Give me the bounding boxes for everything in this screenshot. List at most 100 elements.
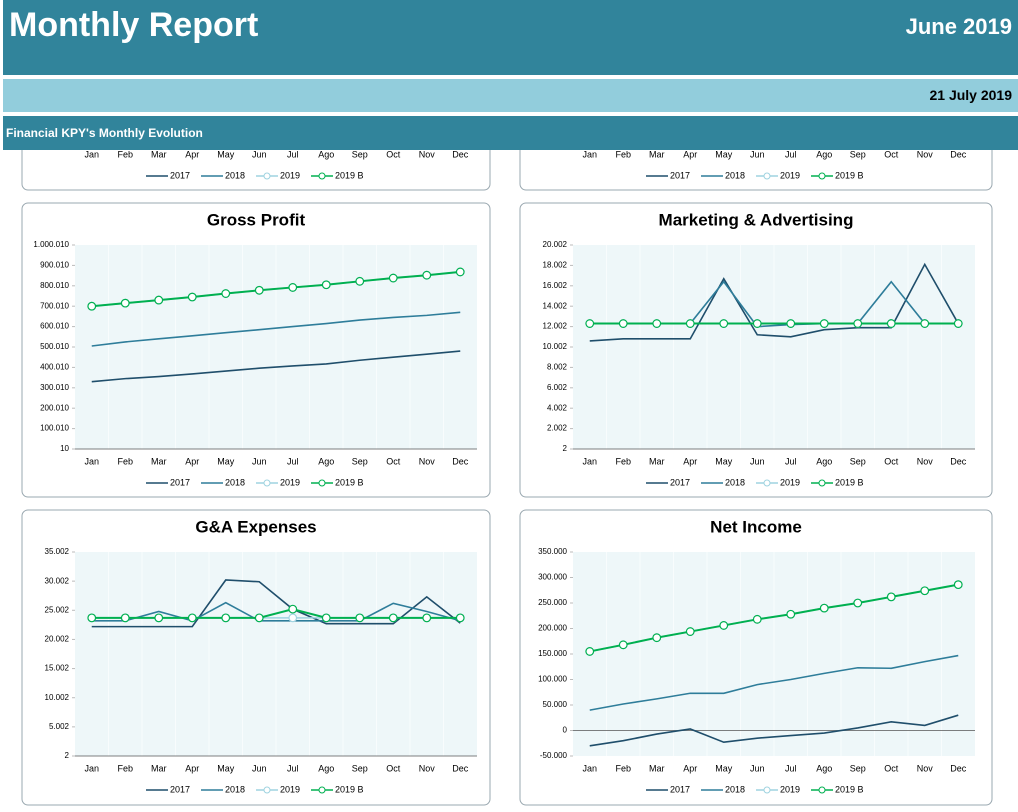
legend-label: 2019	[780, 170, 800, 180]
y-tick-label: 700.010	[40, 301, 69, 310]
y-tick-label: 15.002	[45, 664, 70, 673]
x-tick-label: Jul	[785, 456, 797, 466]
x-tick-label: Sep	[352, 763, 368, 773]
legend-label: 2019	[280, 784, 300, 794]
x-tick-label: Jul	[287, 763, 299, 773]
chart-title: Gross Profit	[207, 210, 306, 229]
y-tick-label: 800.010	[40, 281, 69, 290]
series-marker	[288, 283, 298, 292]
series-marker	[422, 613, 432, 623]
y-tick-label: 900.010	[40, 261, 69, 270]
x-tick-label: May	[217, 763, 235, 773]
legend-label: 2018	[225, 170, 245, 180]
series-marker	[652, 633, 662, 643]
series-marker	[321, 613, 331, 623]
series-marker	[618, 640, 628, 650]
y-tick-label: 600.010	[40, 322, 69, 331]
series-line	[91, 601, 461, 622]
legend-marker	[818, 172, 826, 180]
series-marker	[187, 613, 197, 623]
x-tick-label: Jan	[582, 763, 597, 773]
series-marker	[388, 273, 398, 283]
x-tick-label: Jun	[750, 149, 765, 159]
y-tick-label: 2	[563, 444, 568, 453]
x-tick-label: Sep	[352, 456, 368, 466]
series-line	[589, 262, 959, 342]
y-tick-label: 16.002	[543, 281, 568, 290]
x-tick-label: Apr	[185, 763, 199, 773]
x-tick-label: Dec	[950, 456, 967, 466]
y-tick-label: 0	[563, 726, 568, 735]
x-tick-label: Jan	[582, 149, 597, 159]
series-marker	[120, 613, 130, 623]
legend-marker	[763, 172, 771, 180]
legend-label: 2018	[225, 784, 245, 794]
y-tick-label: 10.002	[543, 342, 568, 351]
y-tick-label: 1.000.010	[33, 240, 69, 249]
y-tick-label: 150.000	[538, 649, 567, 658]
x-tick-label: Nov	[419, 763, 436, 773]
series-marker	[422, 270, 432, 280]
legend-label: 2019 B	[835, 784, 864, 794]
x-tick-label: Mar	[151, 763, 167, 773]
x-tick-label: Apr	[683, 149, 697, 159]
series-marker	[886, 592, 896, 602]
chart-title: Net Income	[710, 517, 802, 536]
series-marker	[920, 319, 930, 328]
x-tick-label: Dec	[452, 149, 469, 159]
legend-label: 2017	[170, 477, 190, 487]
x-tick-label: Ago	[318, 763, 334, 773]
y-tick-label: 6.002	[547, 383, 568, 392]
y-tick-label: 50.000	[543, 700, 568, 709]
legend-label: 2018	[225, 477, 245, 487]
legend-label: 2019	[280, 170, 300, 180]
x-tick-label: Apr	[185, 456, 199, 466]
y-tick-label: 10.002	[45, 693, 70, 702]
legend-label: 2019 B	[835, 170, 864, 180]
x-tick-label: Apr	[683, 456, 697, 466]
legend-marker	[763, 479, 771, 487]
legend-label: 2018	[725, 170, 745, 180]
series-marker	[221, 289, 231, 298]
series-marker	[221, 613, 231, 623]
x-tick-label: Ago	[318, 149, 334, 159]
x-tick-label: Mar	[649, 456, 665, 466]
legend-marker	[818, 786, 826, 794]
y-tick-label: 100.010	[40, 424, 69, 433]
x-tick-label: Feb	[117, 763, 133, 773]
y-tick-label: 20.002	[543, 240, 568, 249]
y-tick-label: 500.010	[40, 342, 69, 351]
series-marker	[920, 586, 930, 596]
series-marker	[685, 319, 695, 328]
y-tick-label: 2.002	[547, 424, 568, 433]
x-tick-label: Nov	[419, 456, 436, 466]
y-tick-label: 300.010	[40, 383, 69, 392]
legend-marker	[263, 172, 271, 180]
series-marker	[719, 621, 729, 630]
x-tick-label: Feb	[615, 149, 631, 159]
x-tick-label: Ago	[816, 763, 832, 773]
series-marker	[254, 613, 264, 623]
y-tick-label: 400.010	[40, 363, 69, 372]
x-tick-label: Sep	[850, 763, 866, 773]
x-tick-label: Dec	[452, 763, 469, 773]
series-marker	[652, 319, 662, 328]
x-tick-label: Dec	[950, 149, 967, 159]
y-tick-label: 200.010	[40, 403, 69, 412]
report-title: Monthly Report	[9, 6, 259, 44]
y-tick-label: 2	[65, 751, 70, 760]
y-tick-label: 200.000	[538, 624, 567, 633]
legend-marker	[318, 172, 326, 180]
date-bar: 21 July 2019	[3, 79, 1018, 112]
y-tick-label: 5.002	[49, 722, 70, 731]
x-tick-label: Oct	[884, 456, 899, 466]
x-tick-label: Jun	[252, 149, 267, 159]
series-line	[91, 270, 461, 308]
x-tick-label: Dec	[452, 456, 469, 466]
series-marker	[355, 613, 365, 623]
x-tick-label: Jul	[785, 763, 797, 773]
x-tick-label: Jul	[785, 149, 797, 159]
series-marker	[455, 613, 465, 623]
series-marker	[685, 627, 695, 636]
x-tick-label: Nov	[917, 149, 934, 159]
